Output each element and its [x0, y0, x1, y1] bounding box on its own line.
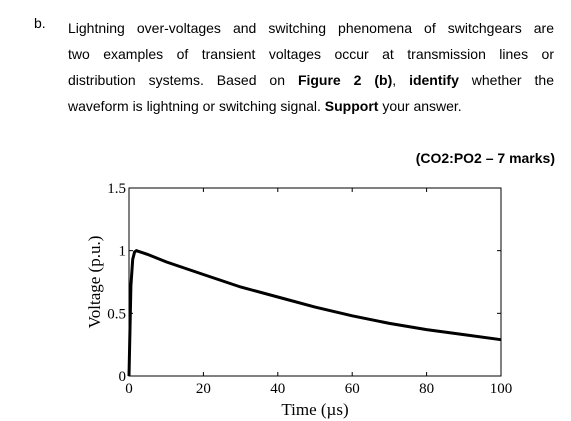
question-text: Lightning over-voltages and switching ph…	[68, 15, 554, 119]
x-tick-label: 20	[196, 381, 211, 397]
line4-text-a: waveform is lightning or switching signa…	[68, 98, 325, 114]
x-tick-labels: 0 20 40 60 80 100	[125, 381, 512, 397]
plot-frame	[128, 187, 502, 377]
y-tick-label: 0.5	[107, 306, 126, 322]
y-axis-label: Voltage (p.u.)	[85, 236, 104, 329]
question-line-3: distribution systems. Based on Figure 2 …	[68, 67, 554, 93]
x-tick-label: 100	[490, 381, 513, 397]
figure-reference: Figure 2 (b)	[297, 72, 393, 88]
y-tick-labels: 0 0.5 1 1.5	[107, 181, 126, 385]
support-keyword: Support	[324, 98, 379, 114]
line3-text-a: distribution systems. Based on	[68, 72, 298, 88]
y-tick-label: 1	[119, 244, 127, 260]
question-line-4: waveform is lightning or switching signa…	[68, 93, 554, 119]
y-tick-label: 1.5	[107, 181, 126, 197]
question-line-2: two examples of transient voltages occur…	[68, 46, 554, 62]
line3-text-c: ,	[392, 72, 410, 88]
axis-ticks	[128, 187, 502, 377]
question-label: b.	[34, 15, 46, 31]
x-tick-label: 0	[125, 381, 133, 397]
line4-text-c: your answer.	[378, 98, 462, 114]
x-tick-label: 60	[345, 381, 360, 397]
voltage-waveform-line	[127, 249, 502, 377]
x-axis-label: Time (µs)	[281, 400, 348, 419]
identify-keyword: identify	[409, 72, 459, 88]
line3-text-e: whether the	[458, 72, 554, 88]
x-tick-label: 80	[419, 381, 434, 397]
x-tick-label: 40	[270, 381, 285, 397]
marks-label: (CO2:PO2 – 7 marks)	[415, 150, 555, 166]
y-tick-label: 0	[119, 369, 127, 385]
question-line-1: Lightning over-voltages and switching ph…	[68, 20, 554, 36]
